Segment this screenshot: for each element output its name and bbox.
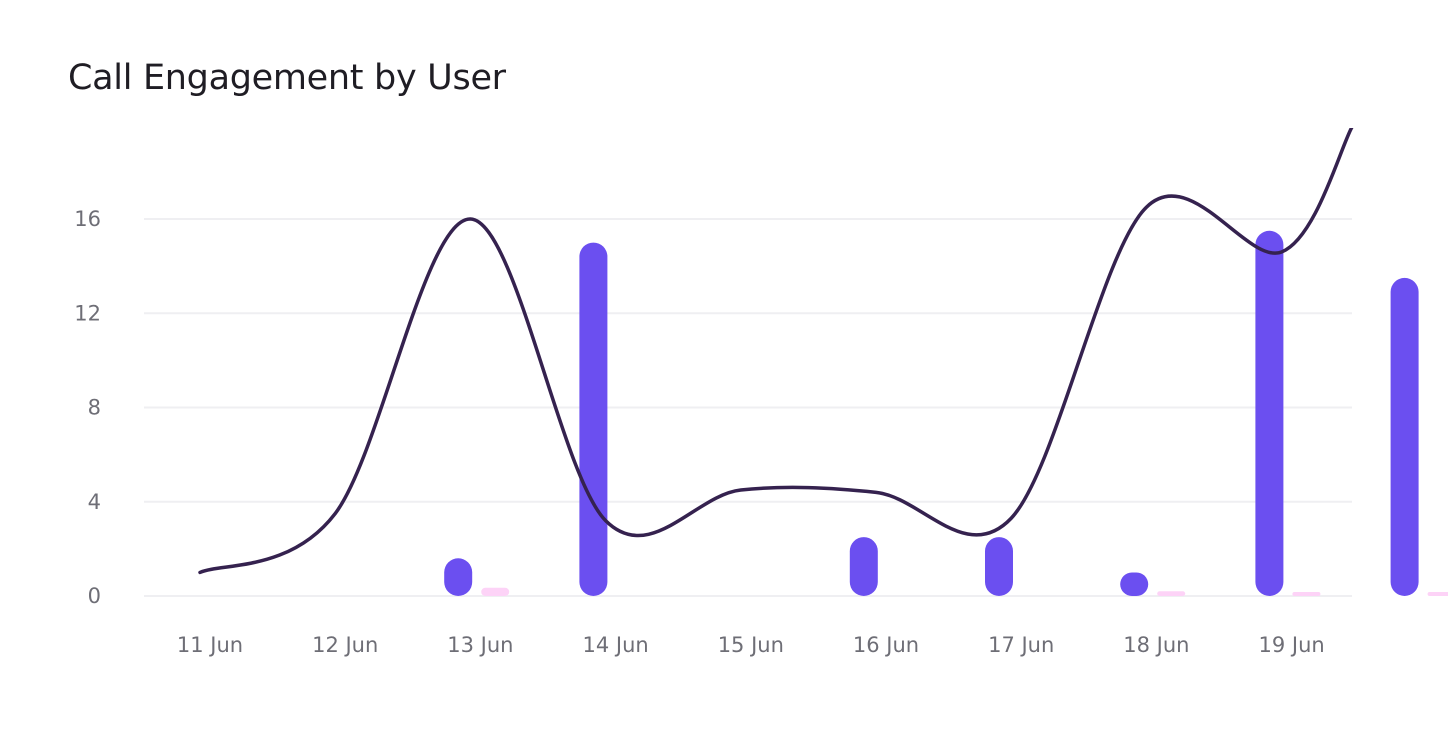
y-axis-ticks: 0 4 8 12 16	[74, 207, 101, 608]
chart-title: Call Engagement by User	[68, 58, 506, 98]
y-tick-label: 8	[88, 396, 101, 420]
y-tick-label: 12	[74, 301, 101, 325]
bar-primary	[1390, 277, 1419, 596]
bars	[444, 230, 1448, 596]
trend-line-layer	[198, 128, 1354, 575]
trend-line	[198, 128, 1354, 575]
x-tick-label: 13 Jun	[447, 633, 513, 657]
x-tick-label: 19 Jun	[1258, 633, 1324, 657]
bar-secondary	[1427, 592, 1448, 596]
bar-primary	[444, 558, 473, 596]
x-tick-label: 17 Jun	[988, 633, 1054, 657]
bar-primary	[849, 537, 878, 596]
bar-primary	[579, 242, 608, 596]
y-tick-label: 16	[74, 207, 101, 231]
x-tick-label: 16 Jun	[853, 633, 919, 657]
bar-primary	[1120, 572, 1149, 596]
bar-secondary	[1292, 592, 1321, 596]
bar-secondary	[1157, 591, 1186, 596]
x-tick-label: 15 Jun	[718, 633, 784, 657]
gridlines	[144, 218, 1352, 597]
x-tick-label: 11 Jun	[177, 633, 243, 657]
bar-primary	[1255, 230, 1284, 596]
bar-secondary	[481, 587, 510, 596]
y-tick-label: 0	[88, 584, 101, 608]
y-tick-label: 4	[88, 490, 101, 514]
x-axis-ticks: 11 Jun 12 Jun 13 Jun 14 Jun 15 Jun 16 Jun 17 J…	[177, 633, 1325, 657]
x-tick-label: 12 Jun	[312, 633, 378, 657]
x-tick-label: 18 Jun	[1123, 633, 1189, 657]
bar-primary	[985, 537, 1013, 596]
x-tick-label: 14 Jun	[582, 633, 648, 657]
